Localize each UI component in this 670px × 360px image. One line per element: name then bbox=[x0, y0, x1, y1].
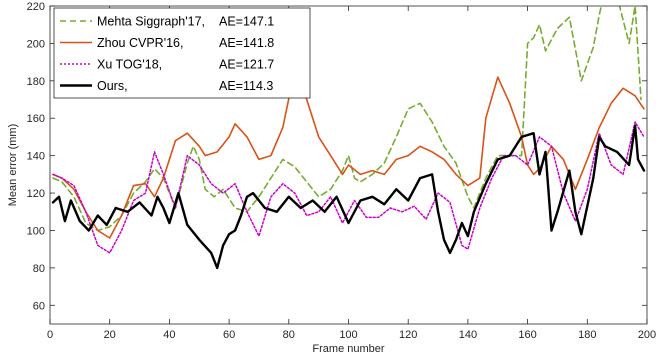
x-tick-label: 180 bbox=[578, 329, 596, 341]
series-line-1 bbox=[52, 6, 642, 232]
legend-entry-metric: AE=114.3 bbox=[219, 79, 273, 93]
y-tick-label: 200 bbox=[27, 38, 45, 50]
series-line-3 bbox=[52, 121, 645, 254]
y-tick-label: 120 bbox=[27, 188, 45, 200]
x-tick-label: 0 bbox=[47, 329, 53, 341]
y-tick-label: 80 bbox=[33, 263, 45, 275]
y-axis-label: Mean error (mm) bbox=[7, 124, 19, 207]
legend: Mehta Siggraph'17, AE=147.1 Zhou CVPR'16, A… bbox=[53, 7, 311, 99]
x-tick-label: 120 bbox=[399, 329, 417, 341]
legend-entry-metric: AE=147.1 bbox=[219, 15, 274, 29]
y-tick-label: 180 bbox=[27, 76, 45, 88]
legend-entry-metric: AE=121.7 bbox=[219, 58, 274, 72]
y-tick-label: 160 bbox=[27, 113, 45, 125]
legend-entry-name: Zhou CVPR'16, bbox=[97, 36, 183, 50]
x-tick-label: 40 bbox=[163, 329, 175, 341]
x-axis-label: Frame number bbox=[312, 343, 384, 355]
x-tick-label: 60 bbox=[223, 329, 235, 341]
y-tick-label: 100 bbox=[27, 225, 45, 237]
x-tick-label: 200 bbox=[638, 329, 656, 341]
series-line-4 bbox=[51, 124, 646, 270]
legend-box bbox=[53, 7, 311, 99]
x-tick-label: 160 bbox=[518, 329, 536, 341]
legend-entry-name: Ours, bbox=[97, 79, 128, 93]
x-tick-label: 140 bbox=[459, 329, 477, 341]
legend-entry-name: Xu TOG'18, bbox=[97, 58, 162, 72]
legend-entry-metric: AE=141.8 bbox=[219, 36, 274, 50]
x-tick-label: 20 bbox=[104, 329, 116, 341]
legend-entry-name: Mehta Siggraph'17, bbox=[97, 15, 205, 29]
y-tick-label: 60 bbox=[33, 300, 45, 312]
y-tick-label: 220 bbox=[27, 1, 45, 13]
series-layer bbox=[51, 6, 646, 270]
y-tick-label: 140 bbox=[27, 151, 45, 163]
x-tick-label: 80 bbox=[283, 329, 295, 341]
x-tick-label: 100 bbox=[339, 329, 357, 341]
